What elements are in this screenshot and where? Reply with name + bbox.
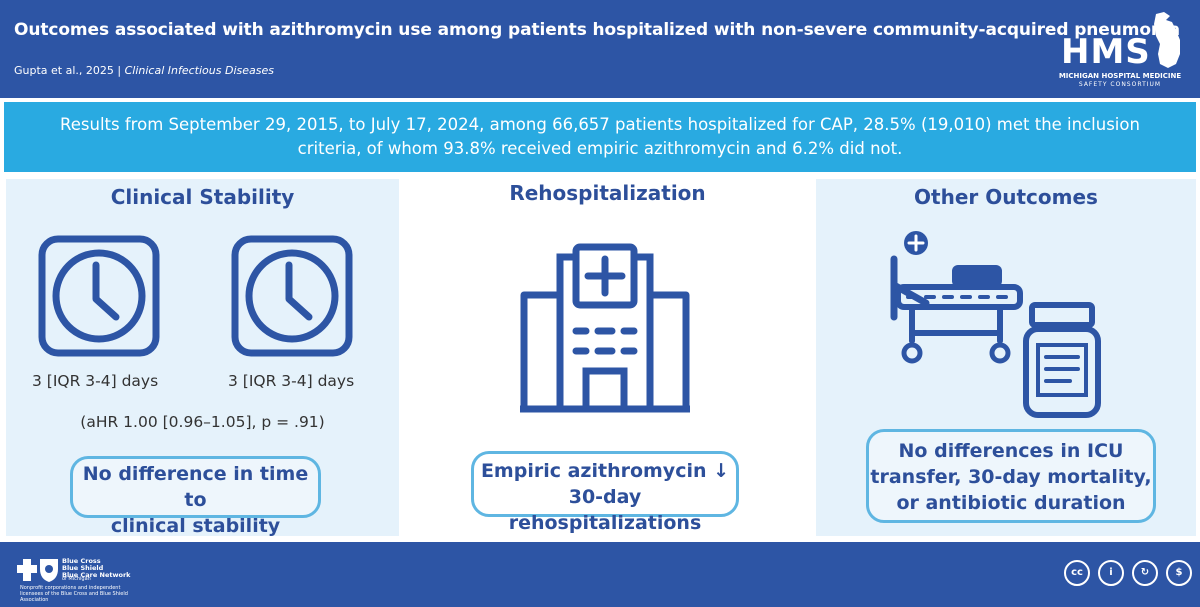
other-outcomes-conclusion: No differences in ICU transfer, 30-day m… [866,429,1156,523]
cc-icon: cc [1064,560,1090,586]
clinical-stability-panel: Clinical Stability 3 [IQR 3-4] days 3 [I… [6,179,399,537]
infographic-title: Outcomes associated with azithromycin us… [14,20,1181,40]
ahr-label: (aHR 1.00 [0.96–1.05], p = .91) [80,413,325,431]
clinical-conclusion-line1: No difference in time to [82,463,309,511]
other-outcomes-panel: Other Outcomes No differences in ICU tra… [816,179,1196,536]
rehosp-conclusion-line1: Empiric azithromycin ↓ [480,460,730,482]
clock-icon-right [231,235,353,357]
hms-logo-word: HMS [1061,32,1151,72]
other-outcomes-title: Other Outcomes [914,185,1098,209]
hms-logo-line2: SAFETY CONSORTIUM [1078,81,1162,88]
nc-icon: $ [1166,560,1192,586]
clinical-stability-title: Clinical Stability [110,185,295,209]
sponsor-note: Nonprofit corporations and independent l… [20,585,128,603]
clock-icon-left [38,235,160,357]
days-left-label: 3 [IQR 3-4] days [32,372,159,390]
clinical-conclusion-line2: clinical stability [110,515,281,537]
footer-banner: Blue Cross Blue Shield Blue Care Network… [0,542,1200,607]
citation-journal: Clinical Infectious Diseases [124,64,274,77]
other-conclusion-line2: transfer, 30-day mortality, [870,466,1152,488]
clinical-stability-conclusion: No difference in time to clinical stabil… [70,456,321,537]
rehosp-conclusion-line2: 30-day rehospitalizations [508,486,702,534]
michigan-mitten-icon [1154,12,1180,68]
sponsor-name: Blue Cross Blue Shield Blue Care Network [62,557,131,579]
by-icon: i [1098,560,1124,586]
hospital-bed-icon [890,231,1023,364]
rehospitalization-title: Rehospitalization [509,181,706,205]
hms-logo-line1: MICHIGAN HOSPITAL MEDICINE [1058,72,1182,80]
sa-icon: ↻ [1132,560,1158,586]
citation-authors: Gupta et al., 2025 [14,64,114,77]
citation: Gupta et al., 2025 | Clinical Infectious… [14,64,274,77]
rehospitalization-conclusion: Empiric azithromycin ↓ 30-day rehospital… [471,451,739,534]
medicine-bottle-icon [1023,302,1101,418]
rehospitalization-panel: Rehospitalization Empiric azithromycin ↓… [403,179,812,536]
other-conclusion-line1: No differences in ICU [898,440,1124,462]
citation-separator: | [117,64,122,77]
hospital-building-icon [520,243,690,413]
other-conclusion-line3: or antibiotic duration [896,492,1126,514]
sponsor-region: of Michigan [62,576,91,582]
blue-cross-blue-shield-logo [17,559,58,582]
header-banner: Outcomes associated with azithromycin us… [0,0,1200,98]
results-banner: Results from September 29, 2015, to July… [4,102,1196,172]
hms-logo: HMS MICHIGAN HOSPITAL MEDICINE SAFETY CO… [1052,10,1188,90]
days-right-label: 3 [IQR 3-4] days [228,372,355,390]
